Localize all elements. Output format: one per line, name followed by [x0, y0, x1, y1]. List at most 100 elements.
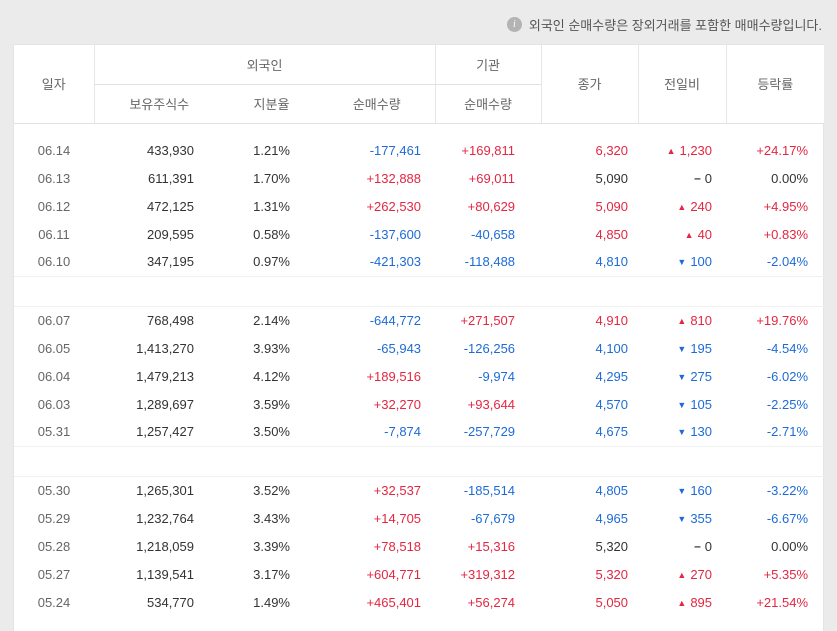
cell-close-price: 4,810 — [595, 254, 629, 270]
header-foreign-net-volume: 순매수량 — [319, 84, 436, 124]
cell-foreign-net: +604,771 — [366, 566, 422, 582]
notice-text: 외국인 순매수량은 장외거래를 포함한 매매수량입니다. — [528, 17, 822, 33]
change-value: 130 — [690, 424, 713, 440]
cell-close-price: 4,570 — [595, 396, 629, 412]
cell-shares-held: 534,770 — [147, 594, 194, 610]
cell-day-change: ▼ 100 — [638, 248, 726, 276]
cell-day-change: ▲ 270 — [638, 560, 726, 588]
change-direction-icon: ▼ — [677, 513, 687, 524]
cell-institution-net: -185,514 — [463, 482, 516, 498]
cell-change-rate: +0.83% — [763, 226, 809, 242]
cell-institution-net: -118,488 — [464, 254, 516, 270]
cell-close-price: 5,050 — [595, 594, 629, 610]
cell-change-rate: -2.25% — [766, 396, 809, 412]
cell-day-change: ▲ 1,230 — [638, 136, 726, 164]
cell-date: 05.28 — [37, 538, 71, 554]
table-body: 06.14 433,930 1.21% -177,461 +169,811 6,… — [14, 123, 825, 616]
cell-date: 06.13 — [37, 170, 71, 186]
header-institution-net-volume: 순매수량 — [434, 84, 542, 124]
cell-shares-held: 1,479,213 — [136, 368, 194, 384]
table-row: 06.03 1,289,697 3.59% +32,270 +93,644 4,… — [14, 390, 824, 418]
cell-ownership-ratio: 1.70% — [253, 170, 290, 186]
cell-institution-net: -257,729 — [463, 424, 516, 440]
header-foreign-group: 외국인 — [93, 45, 436, 85]
cell-shares-held: 347,195 — [147, 254, 194, 270]
cell-ownership-ratio: 4.12% — [253, 368, 290, 384]
cell-change-rate: +4.95% — [763, 198, 809, 214]
change-value: 105 — [690, 396, 713, 412]
cell-day-change: ▲ 895 — [638, 588, 726, 616]
cell-foreign-net: -7,874 — [384, 424, 422, 440]
cell-shares-held: 1,139,541 — [136, 566, 194, 582]
cell-institution-net: +319,312 — [460, 566, 516, 582]
change-value: 0 — [704, 170, 713, 186]
change-direction-icon: ▲ — [677, 201, 687, 212]
change-value: 895 — [690, 594, 713, 610]
cell-change-rate: -2.04% — [766, 254, 809, 270]
change-value: 270 — [690, 566, 713, 582]
cell-ownership-ratio: 3.52% — [253, 482, 290, 498]
cell-ownership-ratio: 1.21% — [253, 142, 290, 158]
change-value: 40 — [697, 226, 713, 242]
cell-day-change: –0 — [638, 164, 726, 192]
cell-day-change: –0 — [638, 532, 726, 560]
cell-day-change: ▲ 40 — [638, 220, 726, 248]
change-direction-icon: ▼ — [677, 485, 687, 496]
cell-date: 06.05 — [37, 340, 71, 356]
cell-close-price: 5,320 — [595, 566, 629, 582]
cell-close-price: 5,320 — [595, 538, 629, 554]
cell-ownership-ratio: 3.17% — [253, 566, 290, 582]
cell-close-price: 4,910 — [595, 312, 629, 328]
table-row: 06.12 472,125 1.31% +262,530 +80,629 5,0… — [14, 192, 824, 220]
change-value: 810 — [690, 312, 713, 328]
cell-ownership-ratio: 1.49% — [253, 594, 290, 610]
change-direction-icon: ▼ — [677, 343, 687, 354]
cell-change-rate: +5.35% — [763, 566, 809, 582]
cell-foreign-net: +78,518 — [373, 538, 422, 554]
cell-ownership-ratio: 3.39% — [253, 538, 290, 554]
table-row: 06.05 1,413,270 3.93% -65,943 -126,256 4… — [14, 334, 824, 362]
cell-day-change: ▼ 105 — [638, 390, 726, 418]
change-value: 100 — [690, 254, 713, 270]
cell-change-rate: -4.54% — [766, 340, 809, 356]
cell-ownership-ratio: 3.93% — [253, 340, 290, 356]
group-spacer — [14, 445, 825, 477]
table-row: 06.13 611,391 1.70% +132,888 +69,011 5,0… — [14, 164, 824, 192]
foreign-institution-trading-table: 일자 외국인 기관 종가 전일비 등락률 보유주식수 지분율 순매수량 순매수량… — [13, 44, 825, 631]
cell-shares-held: 433,930 — [147, 142, 194, 158]
cell-close-price: 4,805 — [595, 482, 629, 498]
change-value: 195 — [690, 340, 713, 356]
cell-foreign-net: -137,600 — [369, 226, 422, 242]
table-row: 05.28 1,218,059 3.39% +78,518 +15,316 5,… — [14, 532, 824, 560]
cell-close-price: 6,320 — [595, 142, 629, 158]
cell-day-change: ▲ 810 — [638, 306, 726, 334]
change-value: 1,230 — [679, 142, 713, 158]
cell-shares-held: 1,289,697 — [136, 396, 194, 412]
cell-institution-net: -9,974 — [478, 368, 516, 384]
trading-table: 일자 외국인 기관 종가 전일비 등락률 보유주식수 지분율 순매수량 순매수량… — [14, 45, 825, 616]
cell-foreign-net: -644,772 — [369, 312, 422, 328]
cell-foreign-net: +262,530 — [366, 198, 422, 214]
table-row: 05.27 1,139,541 3.17% +604,771 +319,312 … — [14, 560, 824, 588]
header-change-rate: 등락률 — [725, 45, 825, 124]
cell-foreign-net: +14,705 — [373, 510, 422, 526]
cell-shares-held: 1,257,427 — [136, 424, 194, 440]
change-value: 160 — [690, 482, 713, 498]
change-direction-icon: ▲ — [677, 315, 687, 326]
cell-institution-net: +15,316 — [467, 538, 516, 554]
change-direction-icon: ▲ — [677, 569, 687, 580]
cell-day-change: ▼ 130 — [638, 418, 726, 446]
cell-shares-held: 1,413,270 — [136, 340, 194, 356]
cell-date: 06.12 — [37, 198, 71, 214]
cell-date: 05.24 — [37, 594, 71, 610]
table-row: 06.04 1,479,213 4.12% +189,516 -9,974 4,… — [14, 362, 824, 390]
cell-day-change: ▼ 275 — [638, 362, 726, 390]
cell-change-rate: -6.67% — [766, 510, 809, 526]
table-row: 06.11 209,595 0.58% -137,600 -40,658 4,8… — [14, 220, 824, 248]
cell-date: 06.07 — [37, 312, 71, 328]
header-ownership-ratio: 지분율 — [224, 84, 319, 124]
cell-shares-held: 1,218,059 — [136, 538, 194, 554]
header-shares-held: 보유주식수 — [93, 84, 224, 124]
change-direction-icon: ▼ — [677, 371, 687, 382]
